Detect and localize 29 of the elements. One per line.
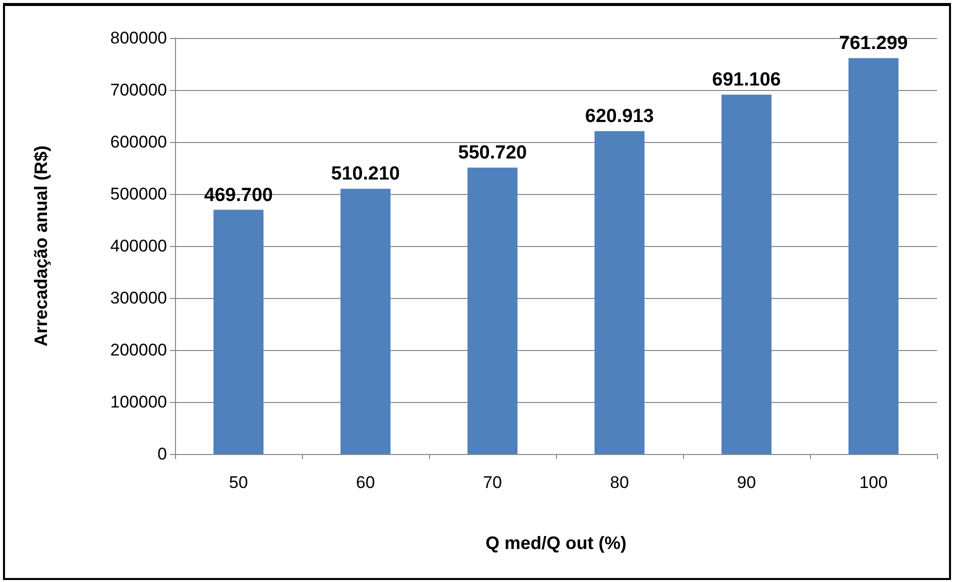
y-tick-label: 800000 [110, 28, 167, 48]
data-label: 550.720 [458, 142, 527, 164]
x-tick-label: 90 [737, 473, 756, 492]
x-tick-label: 80 [610, 473, 629, 492]
y-tick-label: 600000 [110, 132, 167, 152]
x-axis-title: Q med/Q out (%) [486, 533, 626, 553]
y-axis-title: Arrecadação anual (R$) [31, 145, 51, 347]
bar [340, 188, 390, 454]
data-label: 510.210 [331, 164, 400, 185]
y-tick-label: 500000 [110, 184, 167, 204]
bar [214, 210, 264, 454]
bar [848, 58, 898, 454]
data-label: 761.299 [839, 33, 908, 54]
y-tick-label: 700000 [110, 80, 167, 100]
bar [468, 168, 518, 454]
data-label: 691.106 [712, 70, 781, 91]
data-label: 469.700 [204, 184, 273, 206]
bar [722, 94, 772, 454]
x-tick-label: 50 [229, 473, 248, 492]
y-tick-label: 400000 [110, 236, 167, 256]
bar [594, 131, 644, 454]
y-tick-label: 300000 [110, 288, 167, 308]
y-tick-label: 0 [158, 444, 167, 464]
y-tick-label: 200000 [110, 340, 167, 360]
data-label: 620.913 [585, 106, 654, 128]
x-tick-label: 100 [859, 473, 888, 492]
x-tick-label: 70 [483, 473, 502, 492]
y-tick-label: 100000 [110, 392, 167, 412]
x-tick-label: 60 [356, 473, 375, 492]
